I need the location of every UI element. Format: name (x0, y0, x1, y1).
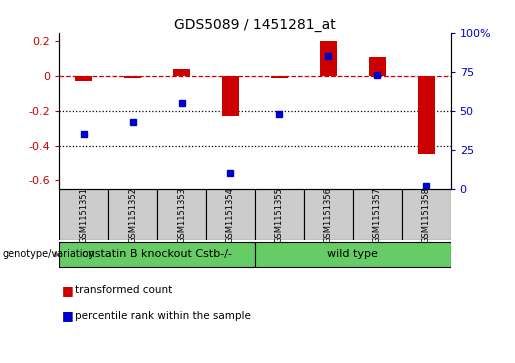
Text: genotype/variation: genotype/variation (3, 249, 95, 260)
Bar (59, 189, 108, 240)
Text: GSM1151354: GSM1151354 (226, 187, 235, 242)
Bar (402, 189, 451, 240)
Text: transformed count: transformed count (75, 285, 172, 295)
Bar (255, 242, 451, 267)
Bar (173, 69, 190, 76)
Text: GSM1151353: GSM1151353 (177, 187, 186, 242)
Bar (206, 189, 255, 240)
Bar (271, 76, 288, 78)
Bar (124, 76, 141, 78)
Bar (353, 189, 402, 240)
Bar (108, 189, 157, 240)
Text: GSM1151352: GSM1151352 (128, 187, 137, 242)
Text: wild type: wild type (328, 249, 378, 260)
Title: GDS5089 / 1451281_at: GDS5089 / 1451281_at (174, 18, 336, 32)
Bar (222, 76, 239, 116)
Text: GSM1151358: GSM1151358 (422, 187, 431, 242)
Bar (255, 189, 304, 240)
Bar (304, 189, 353, 240)
Text: GSM1151357: GSM1151357 (373, 187, 382, 242)
Bar (75, 76, 92, 81)
Text: percentile rank within the sample: percentile rank within the sample (75, 311, 251, 321)
Bar (418, 76, 435, 154)
Text: ■: ■ (62, 309, 74, 322)
Text: GSM1151351: GSM1151351 (79, 187, 88, 242)
Bar (59, 242, 255, 267)
Bar (369, 57, 386, 76)
Text: GSM1151356: GSM1151356 (324, 187, 333, 242)
Text: cystatin B knockout Cstb-/-: cystatin B knockout Cstb-/- (82, 249, 232, 260)
Bar (157, 189, 206, 240)
Bar (320, 41, 337, 76)
Text: ■: ■ (62, 284, 74, 297)
Text: GSM1151355: GSM1151355 (275, 187, 284, 242)
